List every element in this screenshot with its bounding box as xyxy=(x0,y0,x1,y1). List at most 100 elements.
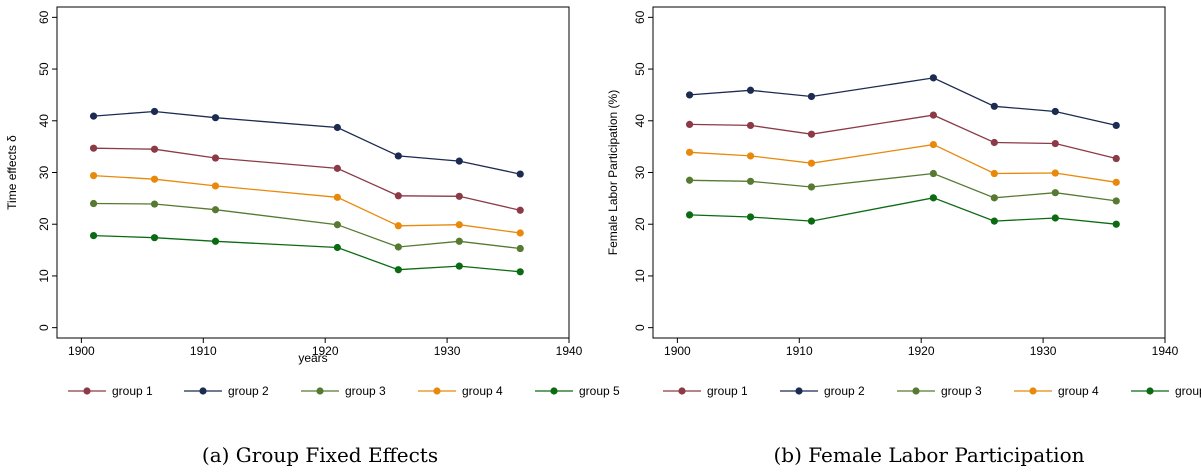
data-point xyxy=(807,183,816,191)
data-point xyxy=(150,145,159,153)
x-tick-label: 1910 xyxy=(190,344,217,358)
data-point xyxy=(990,217,998,225)
chart-caption: (a) Group Fixed Effects xyxy=(202,443,438,467)
chart-1: 1900 1910 1920 1930 1940 0 10 20 30 40 50 60 Time ef… xyxy=(5,6,620,467)
series-group-4 xyxy=(89,172,524,237)
series-line xyxy=(93,110,521,175)
data-point xyxy=(685,211,694,219)
data-point xyxy=(990,169,998,178)
series-group-2 xyxy=(685,74,1120,130)
data-point xyxy=(746,152,755,160)
data-point xyxy=(150,200,159,208)
series-line xyxy=(689,172,1117,202)
legend-marker xyxy=(678,387,686,395)
legend-label: group 4 xyxy=(462,384,503,398)
y-tick-label: 30 xyxy=(633,166,647,180)
data-point xyxy=(1051,107,1059,116)
data-point xyxy=(1051,169,1059,177)
data-point xyxy=(807,92,816,101)
y-tick-label: 40 xyxy=(37,114,51,128)
data-point xyxy=(807,130,816,138)
legend-marker xyxy=(550,387,558,395)
data-point xyxy=(150,107,159,116)
legend-label: group 2 xyxy=(228,384,269,398)
legend-label: group 3 xyxy=(941,384,982,398)
data-point xyxy=(1051,189,1059,197)
legend-label: group 5 xyxy=(1175,384,1201,398)
data-point xyxy=(929,194,937,202)
series-group-2 xyxy=(89,107,524,178)
data-point xyxy=(89,172,98,180)
legend-marker xyxy=(1029,387,1037,395)
series-group-1 xyxy=(685,111,1120,163)
data-point xyxy=(746,213,755,221)
data-point xyxy=(990,194,998,202)
legend-marker xyxy=(795,387,803,395)
data-point xyxy=(685,176,694,184)
legend-label: group 4 xyxy=(1058,384,1099,398)
data-point xyxy=(394,222,402,230)
chart-caption: (b) Female Labor Participation xyxy=(774,443,1085,467)
data-point xyxy=(516,170,524,178)
legend-marker xyxy=(316,387,324,395)
data-point xyxy=(150,175,159,183)
y-tick-label: 50 xyxy=(37,62,51,76)
data-point xyxy=(455,237,463,245)
data-point xyxy=(333,123,341,132)
data-point xyxy=(1112,197,1120,205)
y-tick-label: 0 xyxy=(633,324,647,331)
x-tick-label: 1920 xyxy=(312,344,339,358)
series-line xyxy=(689,197,1117,225)
data-point xyxy=(211,154,220,162)
series-group-3 xyxy=(685,169,1120,205)
data-point xyxy=(455,192,463,200)
y-tick-label: 20 xyxy=(633,217,647,231)
data-point xyxy=(990,102,998,110)
data-point xyxy=(333,164,341,172)
legend-marker xyxy=(1146,387,1154,395)
x-tick-label: 1930 xyxy=(434,344,461,358)
legend: group 1 group 2 group 3 group 4 group 5 xyxy=(68,384,620,398)
legend-marker xyxy=(83,387,91,395)
data-point xyxy=(807,217,816,225)
data-point xyxy=(929,140,937,149)
data-point xyxy=(990,138,998,147)
legend: group 1 group 2 group 3 group 4 group 5 xyxy=(663,384,1201,398)
data-point xyxy=(394,243,402,251)
data-point xyxy=(211,114,220,122)
x-tick-label: 1930 xyxy=(1030,344,1057,358)
data-point xyxy=(1112,178,1120,186)
chart-2: 1900 1910 1920 1930 1940 0 10 20 30 40 50 60 Female … xyxy=(606,6,1201,467)
series-line xyxy=(689,77,1117,127)
y-tick-label: 0 xyxy=(37,324,51,331)
data-point xyxy=(150,234,159,242)
data-point xyxy=(333,221,341,229)
series-line xyxy=(689,114,1117,160)
y-axis-label: Female Labor Participation (%) xyxy=(606,90,620,255)
y-tick-label: 60 xyxy=(633,10,647,24)
y-tick-label: 30 xyxy=(37,166,51,180)
data-point xyxy=(394,266,402,274)
y-tick-label: 10 xyxy=(37,269,51,283)
x-tick-label: 1900 xyxy=(664,344,691,358)
data-point xyxy=(1051,139,1059,148)
series-group-5 xyxy=(685,194,1120,228)
data-point xyxy=(516,229,524,237)
x-tick-label: 1910 xyxy=(786,344,813,358)
data-point xyxy=(455,157,463,165)
y-tick-label: 40 xyxy=(633,114,647,128)
legend-label: group 3 xyxy=(345,384,386,398)
legend-marker xyxy=(433,387,441,395)
data-point xyxy=(746,86,755,94)
y-tick-label: 10 xyxy=(633,269,647,283)
x-tick-label: 1940 xyxy=(1152,344,1179,358)
x-tick-label: 1920 xyxy=(908,344,935,358)
data-point xyxy=(807,159,816,167)
data-point xyxy=(394,152,402,160)
legend-label: group 1 xyxy=(112,384,153,398)
data-point xyxy=(1112,154,1120,163)
series-group-3 xyxy=(89,199,524,253)
y-tick-label: 60 xyxy=(37,10,51,24)
y-axis-label: Time effects δ xyxy=(5,135,19,210)
data-point xyxy=(89,231,98,240)
